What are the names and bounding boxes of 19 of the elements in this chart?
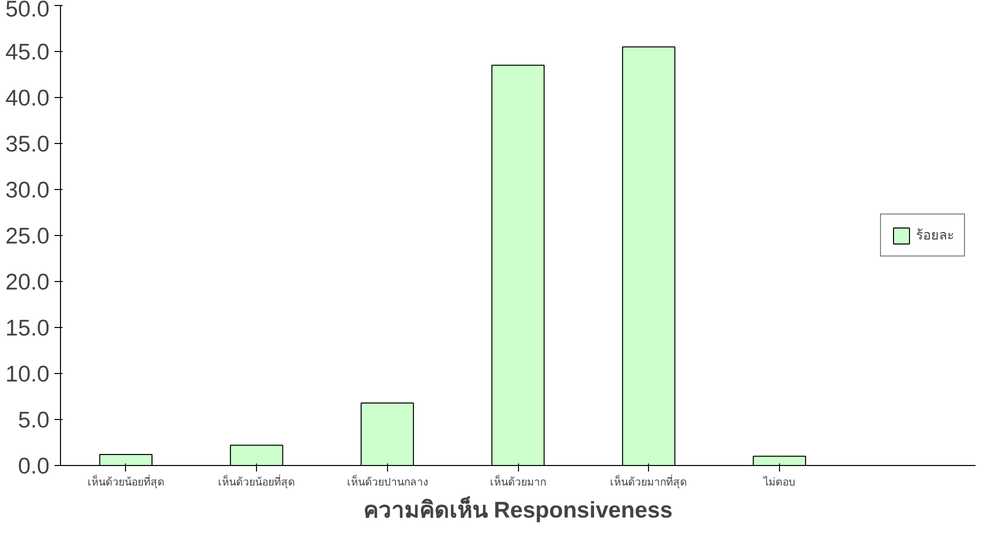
y-tick-label: 35.0 [5, 130, 50, 156]
x-tick-label: เห็นด้วยน้อยที่สุด [218, 474, 296, 488]
x-tick-label: เห็นด้วยน้อยที่สุด [87, 474, 164, 488]
y-tick-label: 20.0 [5, 268, 50, 294]
x-tick-label: ไม่ตอบ [762, 476, 796, 488]
x-axis-title: ความคิดเห็น Responsiveness [363, 496, 673, 522]
y-tick-label: 10.0 [5, 360, 50, 386]
legend-label: ร้อยละ [916, 226, 954, 244]
x-tick-label: เห็นด้วยมาก [490, 474, 546, 488]
y-tick-label: 45.0 [5, 38, 50, 64]
y-tick-label: 50.0 [5, 0, 50, 22]
x-tick-label: เห็นด้วยปานกลาง [346, 474, 428, 488]
y-tick-label: 40.0 [5, 84, 50, 110]
y-tick-label: 15.0 [5, 314, 50, 340]
y-tick-label: 25.0 [5, 222, 50, 248]
y-tick-label: 0.0 [18, 452, 50, 478]
x-tick-label: เห็นด้วยมากที่สุด [610, 474, 688, 488]
y-tick-label: 30.0 [5, 176, 50, 202]
y-tick-label: 5.0 [18, 406, 50, 432]
